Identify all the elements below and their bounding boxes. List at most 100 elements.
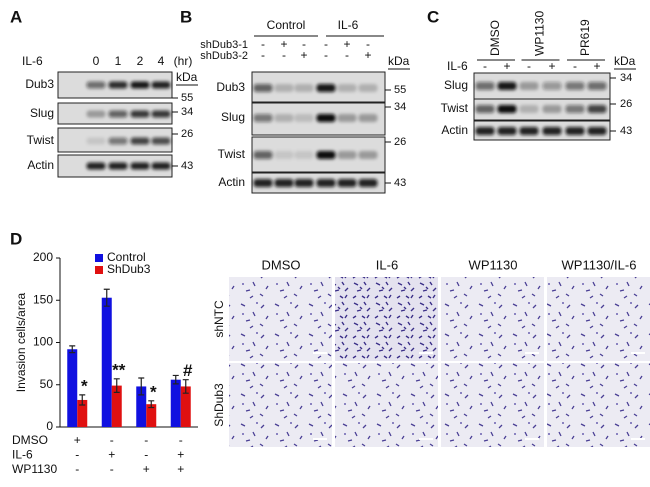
sign: + [280, 37, 287, 51]
band [316, 114, 336, 122]
band [337, 84, 357, 92]
sign: - [261, 48, 265, 62]
treatment-label: PR619 [578, 19, 592, 56]
significance-mark: ** [112, 360, 126, 379]
band [497, 105, 517, 113]
band [151, 137, 171, 145]
protein-label: Dub3 [25, 77, 54, 91]
protein-label: Slug [221, 110, 245, 124]
sign: + [503, 59, 510, 73]
band [108, 110, 128, 118]
panel-letter: A [10, 7, 22, 26]
band [542, 82, 562, 90]
band [253, 179, 273, 187]
band [253, 151, 273, 159]
kda-header: kDa [614, 54, 636, 68]
band [497, 127, 517, 135]
band [542, 105, 562, 113]
band [475, 105, 495, 113]
sign: - [144, 448, 148, 462]
y-axis-label: Invasion cells/area [14, 292, 28, 392]
sign: + [108, 448, 115, 462]
band [151, 81, 171, 89]
legend-label: Control [107, 250, 146, 264]
bar [170, 379, 181, 427]
micrograph [335, 363, 438, 447]
panel-letter: D [10, 229, 22, 248]
group-label: IL-6 [338, 18, 359, 32]
column-label: WP1130/IL-6 [562, 257, 637, 272]
band [587, 105, 607, 113]
kda-label: 34 [394, 101, 406, 113]
significance-mark: * [150, 382, 157, 401]
protein-label: Actin [218, 175, 245, 189]
sign: + [593, 59, 600, 73]
sign: + [177, 448, 184, 462]
band [519, 82, 539, 90]
band [108, 137, 128, 145]
error-bar [182, 379, 189, 394]
sign: - [483, 59, 487, 73]
bar [67, 349, 78, 427]
protein-label: Twist [218, 147, 246, 161]
legend-label: ShDub3 [107, 262, 151, 276]
band [337, 114, 357, 122]
stimulus-label: IL-6 [447, 59, 468, 73]
blot-strip [473, 98, 611, 121]
band [565, 105, 585, 113]
shrna-label: shDub3-1 [200, 39, 248, 51]
legend-swatch [95, 254, 103, 262]
condition-label: WP1130 [12, 462, 57, 476]
protein-label: Slug [444, 78, 468, 92]
error-bar [148, 400, 155, 409]
band [130, 81, 150, 89]
sign: - [527, 59, 531, 73]
bar [101, 297, 112, 427]
micrograph [335, 277, 438, 361]
band [294, 84, 314, 92]
error-bar [69, 345, 76, 354]
band [86, 81, 106, 89]
sign: - [261, 37, 265, 51]
band [86, 162, 106, 170]
sign: - [144, 433, 148, 447]
band [337, 151, 357, 159]
band [86, 137, 106, 145]
error-bar [103, 288, 110, 307]
sign: + [548, 59, 555, 73]
error-bar [79, 394, 86, 406]
kda-label: 34 [181, 106, 193, 118]
y-tick-label: 50 [40, 377, 54, 391]
kda-label: 26 [620, 98, 632, 110]
micrograph [229, 277, 332, 361]
sign: - [110, 433, 114, 447]
band [497, 82, 517, 90]
band [130, 137, 150, 145]
sign: - [324, 37, 328, 51]
time-label: 1 [115, 54, 122, 68]
bar [111, 385, 122, 427]
error-bar [172, 374, 179, 385]
band [358, 114, 378, 122]
band [358, 151, 378, 159]
band [130, 162, 150, 170]
sign: - [75, 448, 79, 462]
column-label: WP1130 [469, 257, 518, 272]
sign: - [179, 433, 183, 447]
band [475, 127, 495, 135]
band [108, 162, 128, 170]
band [519, 105, 539, 113]
sign: - [110, 462, 114, 476]
micrograph [441, 277, 544, 361]
bar [180, 386, 191, 427]
row-label: shNTC [212, 300, 226, 338]
kda-label: 26 [181, 128, 193, 140]
significance-mark: * [81, 376, 88, 395]
kda-label: 43 [394, 177, 406, 189]
band [253, 114, 273, 122]
kda-header: kDa [176, 70, 198, 84]
sign: - [573, 59, 577, 73]
bar [136, 386, 147, 427]
protein-label: Actin [441, 123, 468, 137]
band [316, 179, 336, 187]
